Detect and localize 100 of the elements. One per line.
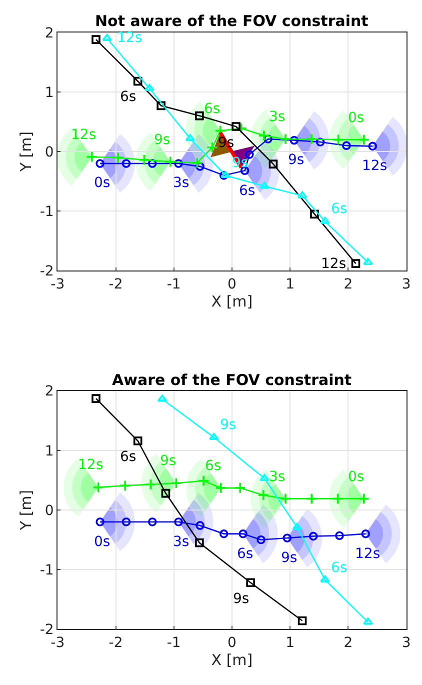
x-tick-label: -1: [166, 634, 181, 651]
y-tick-label: 1: [44, 84, 54, 101]
x-tick-label: 1: [286, 634, 295, 651]
point: [335, 531, 344, 540]
point: [161, 488, 170, 498]
annotation: 9s: [233, 591, 250, 607]
point: [138, 154, 150, 166]
y-axis-title: Y [m]: [17, 131, 36, 173]
annotation: 12s: [71, 127, 96, 143]
point: [332, 134, 344, 146]
annotation: 3s: [173, 175, 190, 191]
point: [358, 492, 370, 504]
point: [238, 529, 248, 538]
point: [363, 258, 373, 266]
point: [174, 517, 183, 526]
annotation: 9s: [232, 155, 248, 171]
x-tick-label: 2: [344, 634, 353, 651]
point: [219, 170, 228, 180]
point: [122, 517, 131, 526]
annotation: 9s: [160, 453, 176, 469]
point: [86, 151, 98, 163]
point: [232, 122, 240, 131]
x-tick-label: 0: [228, 276, 236, 292]
point: [361, 529, 370, 538]
annotation: 6s: [331, 201, 348, 217]
x-tick-label: -2: [108, 276, 123, 292]
annotation: 0s: [348, 469, 364, 485]
point: [195, 538, 204, 548]
point: [320, 575, 330, 582]
point: [144, 84, 154, 92]
point: [280, 492, 292, 504]
x-axis-title: X [m]: [211, 292, 253, 310]
point: [308, 532, 318, 541]
point: [144, 478, 156, 490]
annotation: 6s: [204, 101, 220, 117]
point: [260, 474, 270, 482]
annotation: 0s: [348, 110, 364, 126]
point: [92, 35, 100, 44]
point: [92, 394, 100, 403]
annotation: 9s: [154, 132, 170, 148]
y-axis-title: Y [m]: [17, 490, 36, 532]
point: [157, 394, 168, 402]
annotation: 6s: [120, 449, 136, 465]
annotation: 3s: [269, 469, 286, 485]
annotation: 6s: [205, 458, 222, 474]
point: [148, 159, 157, 168]
annotation: 3s: [269, 109, 286, 125]
point: [196, 521, 204, 530]
point: [235, 122, 248, 134]
point: [96, 517, 104, 526]
annotation: 6s: [237, 546, 254, 562]
point: [363, 618, 373, 625]
point: [214, 124, 226, 136]
point: [156, 101, 166, 110]
x-axis-title: X [m]: [211, 650, 253, 669]
point: [306, 492, 318, 504]
point: [174, 159, 183, 168]
y-tick-label: 0: [44, 144, 54, 160]
x-tick-label: 3: [402, 276, 411, 292]
point: [260, 182, 270, 189]
point: [185, 134, 196, 142]
point: [258, 130, 270, 142]
point: [195, 111, 204, 120]
point: [292, 522, 302, 530]
annotation: 0s: [94, 534, 110, 550]
annotation: 9s: [281, 550, 298, 566]
point: [268, 160, 278, 168]
point: [133, 76, 142, 86]
point: [298, 616, 307, 626]
point: [92, 482, 104, 494]
point: [102, 34, 112, 42]
point: [220, 170, 231, 178]
point: [206, 142, 218, 154]
chart-title: Aware of the FOV constraint: [112, 371, 352, 389]
point: [122, 159, 131, 168]
point: [234, 482, 246, 494]
point: [320, 216, 330, 224]
point: [316, 138, 325, 146]
x-tick-label: 3: [402, 634, 411, 651]
annotation: 0s: [94, 175, 110, 191]
annotation: 6s: [239, 183, 256, 199]
point: [332, 492, 344, 504]
point: [256, 535, 266, 544]
point: [133, 436, 142, 446]
point: [280, 133, 292, 145]
annotation: 12s: [362, 158, 388, 174]
y-tick-label: -1: [40, 204, 54, 220]
point: [358, 134, 370, 146]
point: [119, 480, 131, 492]
x-tick-label: 2: [344, 276, 353, 292]
point: [368, 142, 378, 151]
point: [264, 134, 272, 144]
point: [342, 141, 351, 150]
point: [198, 474, 210, 487]
x-tick-label: -2: [108, 634, 123, 651]
y-tick-label: 2: [44, 384, 54, 400]
point: [219, 529, 228, 538]
point: [164, 156, 176, 168]
annotation: 9s: [220, 417, 236, 433]
chart-title: Not aware of the FOV constraint: [95, 12, 368, 30]
